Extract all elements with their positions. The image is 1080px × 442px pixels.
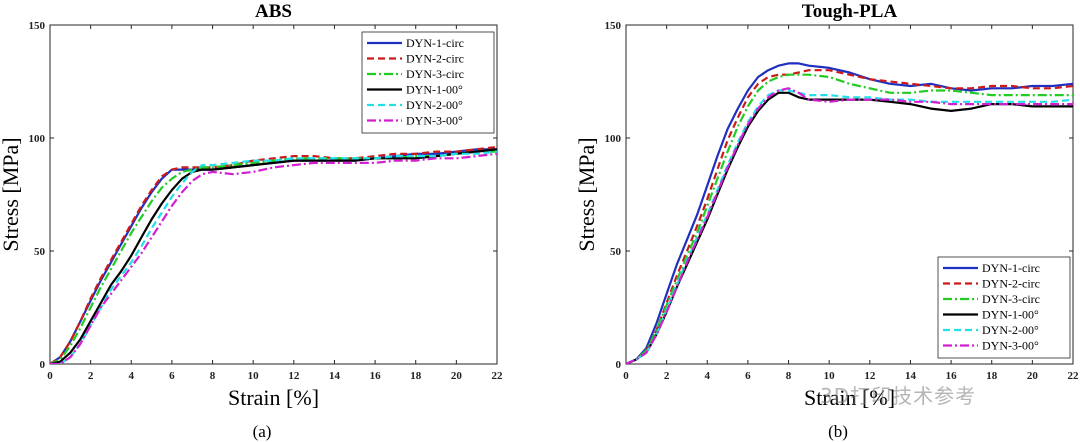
x-tick-label: 14	[329, 370, 341, 382]
y-tick-label: 150	[605, 20, 622, 32]
series-line-dyn-2-circ	[626, 69, 1073, 364]
chart-title: Tough-PLA	[802, 1, 898, 22]
x-tick-label: 18	[410, 370, 422, 382]
x-tick-label: 2	[664, 370, 670, 382]
series-line-dyn-3-circ	[626, 73, 1073, 364]
x-tick-label: 22	[1068, 370, 1080, 382]
watermark-text: 3D打印技术参考	[820, 384, 977, 408]
legend-entry: DYN-3-circ	[406, 67, 464, 81]
x-tick-label: 8	[210, 370, 216, 382]
x-tick-label: 2	[88, 370, 94, 382]
legend-entry: DYN-1-circ	[406, 36, 464, 50]
legend-entry: DYN-2-00°	[982, 323, 1039, 337]
legend: DYN-1-circDYN-2-circDYN-3-circDYN-1-00°D…	[937, 256, 1071, 359]
x-tick-label: 6	[745, 370, 751, 382]
x-tick-label: 0	[623, 370, 629, 382]
y-tick-label: 150	[29, 20, 46, 32]
x-tick-label: 10	[248, 370, 260, 382]
chart-panel-b: Tough-PLA 0 2 4 6 8 10 12 14 16 18 20 22 0 50 100 150 Str…	[574, 1, 1079, 441]
x-tick-label: 12	[864, 370, 876, 382]
legend-entry: DYN-3-00°	[406, 114, 463, 128]
x-tick-label: 16	[946, 370, 958, 382]
panel-label: (b)	[828, 422, 848, 441]
series-line-dyn-3-00-	[50, 152, 497, 364]
legend-entry: DYN-3-circ	[982, 292, 1040, 306]
legend-entry: DYN-1-00°	[406, 83, 463, 97]
x-tick-label: 14	[905, 370, 917, 382]
x-tick-label: 0	[47, 370, 53, 382]
x-tick-label: 18	[986, 370, 998, 382]
chart-panel-a: ABS 0 2 4 6 8 10 12 14 16 18 20 22 0 50 100 150 Strain [%…	[0, 1, 503, 441]
y-tick-label: 100	[605, 133, 622, 145]
chart-title: ABS	[255, 1, 292, 22]
panel-label: (a)	[253, 422, 272, 441]
y-tick-label: 50	[34, 246, 46, 258]
x-axis-label: Strain [%]	[804, 385, 895, 410]
x-tick-label: 4	[705, 370, 711, 382]
legend-entry: DYN-2-circ	[406, 52, 464, 66]
x-tick-label: 22	[492, 370, 504, 382]
legend-entry: DYN-1-00°	[982, 308, 1039, 322]
x-tick-label: 20	[1027, 370, 1039, 382]
y-tick-label: 0	[616, 359, 622, 371]
legend-box	[937, 256, 1071, 359]
series-group	[626, 62, 1073, 364]
legend-entry: DYN-1-circ	[982, 261, 1040, 275]
x-axis-label: Strain [%]	[228, 385, 319, 410]
series-line-dyn-1-00-	[50, 148, 497, 364]
x-tick-label: 4	[129, 370, 135, 382]
y-axis-label: Stress [MPa]	[0, 137, 23, 251]
x-tick-label: 10	[824, 370, 836, 382]
legend-box	[361, 31, 495, 134]
series-line-dyn-3-00-	[626, 87, 1073, 364]
series-line-dyn-2-circ	[50, 145, 497, 364]
y-tick-label: 0	[40, 359, 46, 371]
x-tick-label: 12	[288, 370, 300, 382]
y-tick-label: 50	[610, 246, 622, 258]
x-tick-label: 8	[786, 370, 792, 382]
x-tick-label: 20	[451, 370, 463, 382]
y-axis-label: Stress [MPa]	[574, 137, 599, 251]
x-tick-label: 6	[169, 370, 175, 382]
x-tick-label: 16	[370, 370, 382, 382]
legend: DYN-1-circDYN-2-circDYN-3-circDYN-1-00°D…	[361, 31, 495, 134]
legend-entry: DYN-3-00°	[982, 339, 1039, 353]
series-line-dyn-3-circ	[50, 150, 497, 364]
y-tick-label: 100	[29, 133, 46, 145]
legend-entry: DYN-2-00°	[406, 98, 463, 112]
series-group	[50, 145, 497, 364]
series-line-dyn-1-circ	[626, 62, 1073, 364]
legend-entry: DYN-2-circ	[982, 277, 1040, 291]
